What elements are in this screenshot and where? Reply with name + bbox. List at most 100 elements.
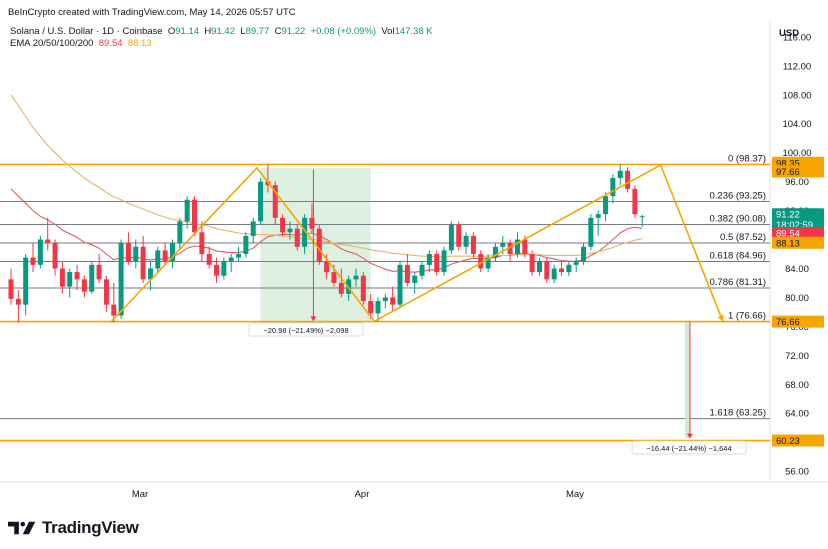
- candle: [8, 268, 14, 305]
- candle: [221, 257, 227, 280]
- candle: [140, 235, 146, 283]
- price-tag-text: 18:02:59: [776, 220, 813, 231]
- candle: [155, 246, 161, 273]
- candle: [353, 268, 359, 287]
- ema-value-1: 89.54: [98, 38, 123, 49]
- open-value: 91.14: [175, 26, 200, 37]
- candle-body: [45, 239, 51, 244]
- candle: [236, 246, 242, 262]
- candle-body: [118, 243, 124, 316]
- candle-body: [470, 235, 476, 254]
- candle: [199, 221, 205, 262]
- candle: [133, 239, 139, 269]
- currency-label[interactable]: USD: [779, 28, 800, 39]
- candle-body: [573, 261, 579, 265]
- candle-body: [125, 243, 131, 262]
- candle-body: [214, 264, 220, 276]
- measure-drop-2-label-text: −16.44 (−21.44%) −1,644: [646, 444, 731, 453]
- candle-body: [581, 246, 587, 262]
- candle: [74, 264, 80, 291]
- candle-body: [559, 268, 564, 273]
- y-tick-label: 112.00: [783, 61, 811, 72]
- y-tick-label: 68.00: [785, 380, 809, 391]
- candle: [581, 243, 587, 265]
- fib-level-label: 0.236 (93.25): [709, 191, 766, 202]
- brand-name: TradingView: [42, 518, 139, 537]
- zigzag-pattern-line: [109, 163, 724, 324]
- candle-body: [169, 243, 175, 262]
- candle-body: [81, 279, 87, 292]
- candle-body: [368, 301, 374, 314]
- candle: [544, 257, 550, 283]
- candle: [559, 261, 564, 276]
- change-value: +0.08 (+0.09%): [310, 26, 377, 37]
- fib-level-label: 0.786 (81.31): [709, 277, 766, 288]
- ema-value-2: 88.13: [127, 38, 152, 49]
- price-tag: 97.66: [772, 165, 824, 178]
- candle: [294, 225, 300, 251]
- open-label: O: [167, 26, 176, 37]
- candle: [103, 275, 109, 312]
- candle: [368, 293, 374, 320]
- projection-range-box: [684, 322, 690, 438]
- ema-legend: EMA 20/50/100/200 89.54 88.13: [10, 38, 152, 49]
- candle: [617, 164, 623, 186]
- candle: [214, 257, 220, 283]
- candle: [566, 261, 572, 276]
- candle-body: [412, 275, 418, 283]
- candle-body: [551, 268, 557, 280]
- x-tick-label: Apr: [355, 489, 370, 500]
- candle: [360, 272, 366, 305]
- candle: [529, 250, 535, 276]
- candle: [390, 286, 396, 312]
- candle-body: [441, 250, 447, 273]
- price-tag-text: 91.22: [776, 210, 800, 221]
- candle-body: [456, 225, 462, 247]
- candle: [125, 232, 131, 265]
- candle-body: [8, 279, 14, 299]
- candle-body: [30, 257, 36, 265]
- price-tag-background: [772, 208, 824, 221]
- candle-body: [603, 196, 609, 215]
- candle-body: [595, 214, 601, 218]
- candle-body: [617, 170, 623, 178]
- candle: [441, 246, 447, 276]
- candle-body: [492, 246, 498, 258]
- candle-body: [353, 275, 359, 280]
- candle-body: [37, 239, 43, 265]
- candle-body: [258, 181, 264, 222]
- candle: [434, 250, 440, 276]
- volume-label: Vol: [381, 26, 395, 37]
- candle-body: [448, 225, 454, 251]
- candle-body: [507, 243, 513, 254]
- ema-label: EMA 20/50/100/200: [10, 38, 94, 49]
- candle-body: [529, 254, 535, 273]
- candle-body: [184, 199, 190, 222]
- price-tag: 91.22: [772, 208, 824, 221]
- candle-body: [52, 243, 58, 269]
- candle: [52, 239, 58, 276]
- candle-body: [192, 199, 197, 233]
- candle-body: [324, 261, 330, 273]
- candle-body: [338, 282, 344, 294]
- candle-body: [485, 257, 491, 269]
- measure-drop-1-label-background: [248, 322, 364, 337]
- candle: [89, 261, 95, 294]
- measure-drop-1-label-box: −20.98 (−21.49%) −2,098: [248, 322, 364, 337]
- candle-body: [639, 216, 645, 218]
- candle-body: [419, 264, 425, 276]
- candle-body: [625, 170, 631, 189]
- price-tag: 76.66: [772, 315, 824, 328]
- candle-body: [302, 217, 308, 247]
- y-tick-label: 108.00: [782, 90, 811, 101]
- candle: [404, 254, 410, 287]
- tradingview-logo: TradingView: [8, 518, 139, 538]
- candle: [67, 268, 73, 298]
- candle: [470, 232, 476, 258]
- candle: [448, 221, 454, 254]
- candle: [375, 297, 381, 322]
- candle-body: [67, 272, 73, 287]
- x-tick-label: Mar: [132, 489, 148, 500]
